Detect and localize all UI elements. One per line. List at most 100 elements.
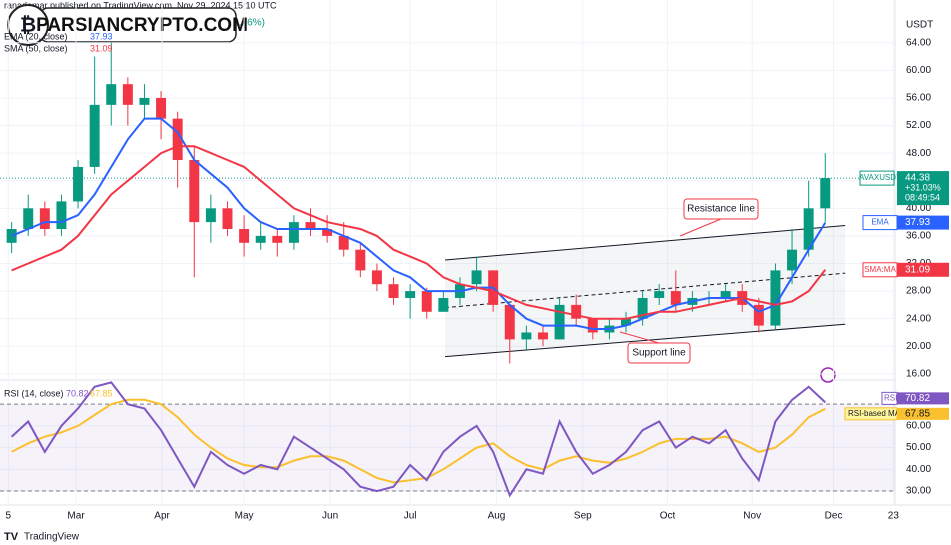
rsi-label-box [897, 392, 949, 405]
candle-body [305, 222, 316, 230]
rsi-label-box [897, 407, 949, 420]
price-label-value: 37.93 [905, 217, 930, 228]
x-tick-label: Nov [743, 511, 761, 522]
annotation-pointer [679, 218, 722, 237]
x-tick-label: 5 [6, 511, 12, 522]
y-tick-label: 24.00 [906, 313, 931, 324]
footer-logo: TV [4, 531, 19, 543]
rsi-label-name: RSI-based MA [848, 409, 901, 418]
candle-body [338, 235, 349, 250]
alert-icon[interactable] [820, 367, 836, 383]
candle-body [156, 97, 167, 119]
annotation-text: Resistance line [687, 204, 755, 215]
candle-body [355, 249, 366, 271]
channel-fill [445, 225, 846, 357]
rsi-tick-label: 30.00 [906, 486, 931, 497]
candle-body [322, 229, 333, 236]
y-tick-label: 28.00 [906, 286, 931, 297]
ma-line [11, 145, 827, 320]
candle-body [621, 318, 631, 326]
currency: USDT [906, 20, 933, 31]
y-tick-label: 64.00 [906, 37, 931, 48]
rsi-tick-label: 60.00 [906, 421, 931, 432]
annotation-box [683, 198, 759, 220]
price-label-name: AVAXUSDT [859, 173, 901, 182]
candle-body [371, 270, 382, 285]
price-label-change: +31.03% [905, 182, 941, 192]
rsi-tick-label: 40.00 [906, 464, 931, 475]
x-tick-label: Dec [825, 511, 843, 522]
candle-body [405, 291, 416, 298]
candle-body [654, 291, 665, 298]
price-label-box [897, 262, 949, 277]
ma-line [11, 117, 827, 330]
price-label-box [897, 171, 949, 206]
candle-body [537, 332, 548, 340]
annotation-text: Support line [632, 348, 686, 359]
y-tick-label: 36.00 [906, 231, 931, 242]
candle-body [73, 166, 84, 202]
candle-body [122, 84, 133, 105]
candle-body [39, 208, 50, 230]
price-label-name: SMA:MA [864, 265, 896, 274]
candle-body [554, 304, 565, 340]
rsi-label-name: RSI [884, 393, 897, 402]
price-label-value: 31.09 [905, 264, 930, 275]
x-tick-label: Sep [574, 511, 592, 522]
candle-body [820, 178, 831, 209]
legend-name: SMA (50, close) [4, 43, 68, 53]
y-tick-label: 60.00 [906, 65, 931, 76]
x-tick-label: 23 [888, 511, 900, 522]
watermark-text: PARSIANCRYPTO.COM [36, 15, 248, 36]
candle-body [803, 208, 814, 250]
x-tick-label: May [235, 511, 254, 522]
candle-body [189, 160, 200, 223]
candle-body [239, 229, 250, 243]
price-label-name: EMA [871, 218, 889, 227]
price-label-countdown: 08:49:54 [905, 192, 940, 202]
candle-body [421, 291, 432, 312]
rsi-label-value: 70.82 [905, 393, 930, 404]
candle-body [288, 222, 299, 243]
legend-value: 37.93 [90, 31, 113, 41]
y-tick-label: 20.00 [906, 341, 931, 352]
header-title: ranadamar published on TradingView.com, … [4, 0, 277, 10]
candle-body [438, 297, 449, 312]
candle-body [670, 291, 681, 305]
candle-body [571, 304, 582, 319]
price-label-value: 44.38 [905, 173, 930, 184]
x-tick-label: Apr [154, 511, 170, 522]
candle-body [255, 235, 266, 243]
candle-body [521, 332, 532, 340]
annotation-pointer [619, 331, 660, 344]
rsi-line [10, 381, 826, 498]
channel-line [444, 225, 846, 261]
candle-body [637, 297, 648, 319]
x-tick-label: Jul [404, 511, 417, 522]
channel-midline [444, 272, 846, 309]
annotation-box [627, 342, 691, 364]
legend-value: 31.09 [90, 43, 113, 53]
channel-line [444, 323, 846, 358]
legend-name: EMA (20, close) [4, 31, 68, 41]
x-tick-label: Mar [67, 511, 85, 522]
watermark-logo-mark: ₿ [20, 14, 36, 36]
candle-body [787, 249, 798, 271]
candle-body [388, 284, 399, 298]
rsi-legend-value: 70.82 [66, 388, 89, 398]
candle-body [139, 97, 150, 105]
footer-brand: TradingView [24, 532, 80, 543]
y-tick-label: 52.00 [906, 120, 931, 131]
candle-body [205, 208, 216, 223]
candle-body [222, 208, 233, 230]
candle-body [770, 270, 781, 326]
candle-body [106, 84, 117, 105]
x-tick-label: Oct [660, 511, 676, 522]
y-tick-label: 16.00 [906, 369, 931, 380]
price-label-box [897, 215, 949, 230]
candle-body [471, 270, 482, 285]
candle-body [56, 201, 67, 230]
x-tick-label: Aug [488, 511, 506, 522]
rsi-legend-value: 67.85 [90, 388, 113, 398]
price-label-name-box [859, 170, 895, 186]
